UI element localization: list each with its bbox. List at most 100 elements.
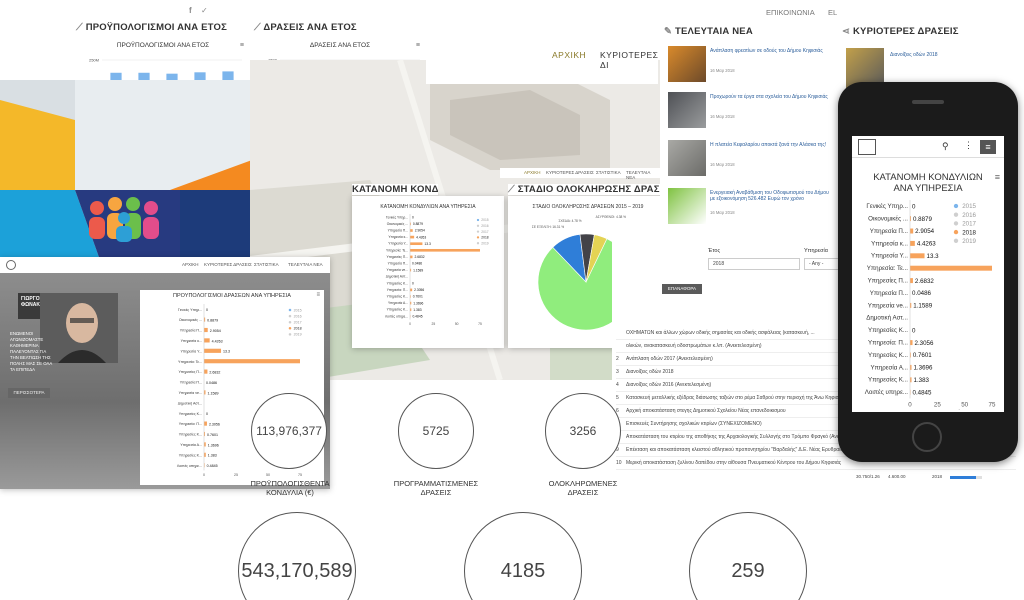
row-title[interactable]: Διανοίξεις οδών 2016 (Ανεκτελεσμένη) — [626, 382, 712, 388]
news-title[interactable]: Η πλατεία Κεφαλαρίου αποκτά ξανά την Αλά… — [710, 142, 827, 148]
more-icon[interactable]: ⋮ — [964, 140, 973, 150]
legend-label: 2017 — [481, 230, 489, 234]
left-nav-stats[interactable]: ΣΤΑΤΙΣΤΙΚΑ — [254, 262, 279, 267]
news-title[interactable]: Ενεργειακή Αναβάθμιση του Οδοφωτισμού το… — [710, 190, 829, 202]
row-title[interactable]: Κατασκευή μεταλλικής εξέδρας διάσωσης τα… — [626, 395, 883, 401]
legend-label: 2015 — [962, 203, 976, 210]
table-row[interactable]: ΟΧΗΜΑΤΩΝ και άλλων χώρων οδικής σημασίας… — [616, 328, 1016, 340]
contact-link[interactable]: ΕΠΙΚΟΙΝΩΝΙΑ — [766, 8, 815, 17]
stat-budget-circle: 113,976,377 — [251, 393, 327, 469]
mid-nav-home[interactable]: ΑΡΧΙΚΗ — [524, 170, 541, 175]
table-row[interactable]: 4 Διανοίξεις οδών 2016 (Ανεκτελεσμένη) — [616, 380, 1016, 392]
category-label: Υπηρεσία Π... — [388, 228, 408, 232]
pie-label: ΣΧΕΔΙΑ: 4.78 % — [558, 219, 581, 223]
nav-main-actions[interactable]: ΚΥΡΙΟΤΕΡΕΣ ΔΙ — [600, 50, 659, 70]
table-row[interactable]: 3 Διανοίξεις οδών 2018 — [616, 367, 1016, 379]
mid-nav-actions[interactable]: ΚΥΡΙΟΤΕΡΕΣ ΔΡΑΣΕΙΣ — [546, 170, 594, 175]
news-title[interactable]: Ανάπλαση φρεατίων σε οδούς του Δήμου Κηφ… — [710, 48, 823, 54]
table-row[interactable]: 5 Κατασκευή μεταλλικής εξέδρας διάσωσης τ… — [616, 393, 1016, 405]
news-date: 16 Μαρ 2018 — [710, 162, 735, 167]
category-label: Υπηρεσία ve... — [387, 268, 409, 272]
data-label: 0.7601 — [207, 433, 218, 437]
left-nav-home[interactable]: ΑΡΧΙΚΗ — [182, 262, 199, 267]
row-title[interactable]: Επέκταση και αποκατάσταση κλειστού αθλητ… — [626, 447, 921, 453]
x-axis-label: Ποσοστό % — [936, 409, 968, 410]
year-filter-select[interactable]: 2018 — [708, 258, 800, 270]
twitter-icon[interactable]: ✓ — [201, 6, 208, 15]
row-title[interactable]: Αποκατάσταση του κτιρίου της αποθήκης τη… — [626, 434, 866, 440]
mayor-portrait — [40, 293, 118, 363]
mid-nav-stats[interactable]: ΣΤΑΤΙΣΤΙΚΑ — [596, 170, 621, 175]
category-label: Λοιπές υπηρε... — [865, 389, 908, 396]
legend-marker — [953, 238, 959, 243]
stat-value: 113,976,377 — [256, 424, 322, 438]
row-title[interactable]: ΟΧΗΜΑΤΩΝ και άλλων χώρων οδικής σημασίας… — [626, 330, 815, 336]
data-label: 0.8879 — [207, 318, 218, 322]
category-label: Υπηρεσία κ... — [388, 235, 408, 239]
legend-label: 2018 — [481, 236, 489, 240]
table-row[interactable]: 2 Ανάπλαση οδών 2017 (Ανεκτελεσμένη) — [616, 354, 1016, 366]
news-thumbnail — [668, 92, 706, 128]
table-row[interactable]: 9 Επέκταση και αποκατάσταση κλειστού αθλη… — [616, 445, 1016, 457]
data-label: 2.3056 — [414, 288, 424, 292]
bar — [910, 377, 912, 383]
stat-value: 4185 — [500, 559, 546, 582]
legend-label: 2019 — [962, 238, 976, 245]
search-icon[interactable]: ⚲ — [942, 141, 949, 151]
bar — [910, 302, 912, 308]
table-row[interactable]: ολικών, ανακατασκευή οδοστρωμάτων κ.λπ. … — [616, 341, 1016, 353]
x-tick-label: 25 — [431, 322, 435, 326]
pie-slice — [585, 234, 608, 283]
bar — [204, 359, 300, 364]
data-label: 1.1589 — [913, 303, 932, 310]
big-dist-chart-title: ΠΡΟΥΠΟΛΟΓΙΣΜΟΙ ΔΡΑΣΕΩΝ ΑΝΑ ΥΠΗΡΕΣΙΑ — [173, 293, 291, 299]
legend-marker — [476, 230, 480, 233]
news-item[interactable]: Ενεργειακή Αναβάθμιση του Οδοφωτισμού το… — [668, 188, 838, 228]
row-title[interactable]: Αρχική αποκατάσταση στεγης Δημοτικού Σχο… — [626, 408, 786, 414]
news-item[interactable]: Προχωρούν τα έργα στα σχολεία του Δήμου … — [668, 92, 838, 132]
nav-home[interactable]: ΑΡΧΙΚΗ — [552, 50, 587, 60]
news-title[interactable]: Προχωρούν τα έργα στα σχολεία του Δήμου … — [710, 94, 828, 100]
news-item[interactable]: Ανάπλαση φρεατίων σε οδούς του Δήμου Κηφ… — [668, 46, 838, 86]
category-label: Οικονομικές ... — [387, 222, 408, 226]
row-title[interactable]: Επισκευές Συντήρησης σχολικών κτιρίων (Σ… — [626, 421, 762, 427]
mid-nav-news[interactable]: ΤΕΛΕΥΤΑΙΑ ΝΕΑ — [626, 170, 651, 180]
row-title[interactable]: Μερική αποκατάσταση ζυλίνου δαπέδου στην… — [626, 460, 842, 466]
row-title[interactable]: ολικών, ανακατασκευή οδοστρωμάτων κ.λπ. … — [626, 343, 762, 349]
bar — [910, 352, 911, 358]
language-switch[interactable]: EL — [828, 8, 838, 17]
stage-panel: ΣΤΑΔΙΟ ΟΛΟΚΛΗΡΩΣΗΣ ΔΡΑΣΕΩΝ 2015 – 2019 ≡… — [508, 196, 668, 348]
reset-button[interactable]: ΕΠΑΝΑΦΟΡΑ — [662, 284, 702, 294]
data-label: 0.0486 — [912, 290, 931, 297]
bar — [204, 390, 206, 395]
x-tick-label: 75 — [989, 402, 996, 409]
left-nav-news[interactable]: ΤΕΛΕΥΤΑΙΑ ΝΕΑ — [288, 262, 323, 267]
mayor-more-button[interactable]: ΠΕΡΙΣΣΟΤΕΡΑ — [8, 388, 50, 398]
bar — [410, 295, 411, 298]
edit-icon: ✎ — [664, 26, 675, 37]
data-label: 1.3696 — [208, 443, 219, 447]
data-label: 0.7601 — [413, 295, 423, 299]
table-row[interactable]: 10 Μερική αποκατάσταση ζυλίνου δαπέδου στ… — [616, 458, 1016, 470]
left-nav-actions[interactable]: ΚΥΡΙΟΤΕΡΕΣ ΔΡΑΣΕΙΣ — [204, 262, 252, 267]
data-label: 0.4845 — [207, 464, 218, 468]
chart-menu-icon[interactable]: ≡ — [994, 172, 1000, 182]
data-label: 13.3 — [927, 253, 940, 260]
row-title[interactable]: Διανοίξεις οδών 2018 — [626, 369, 674, 375]
chart-menu-icon[interactable]: ≡ — [316, 292, 320, 298]
phone-home-button[interactable] — [912, 422, 942, 452]
stage-section-title: ⟋ ΣΤΑΔΙΟ ΟΛΟΚΛΗΡΩΣΗΣ ΔΡΑΣΕΩΝ — [508, 184, 682, 195]
main-action-title[interactable]: Διανοίξεις οδών 2018 — [890, 52, 938, 58]
row-title[interactable]: Ανάπλαση οδών 2017 (Ανεκτελεσμένη) — [626, 356, 713, 362]
data-label: 2.9054 — [415, 229, 425, 233]
table-row[interactable]: 6 Αρχική αποκατάσταση στεγης Δημοτικού Σχ… — [616, 406, 1016, 418]
bar — [410, 222, 411, 226]
hamburger-icon[interactable]: ≡ — [980, 140, 996, 154]
facebook-icon[interactable]: f — [189, 6, 192, 15]
category-label: Υπηρεσίες Κ... — [387, 281, 408, 285]
stat-total-planned-circle: 4185 — [464, 512, 582, 600]
chart-menu-icon[interactable]: ≡ — [415, 42, 420, 49]
chart-menu-icon[interactable]: ≡ — [239, 42, 244, 49]
news-item[interactable]: Η πλατεία Κεφαλαρίου αποκτά ξανά την Αλά… — [668, 140, 838, 180]
row-number: 2 — [616, 356, 619, 362]
